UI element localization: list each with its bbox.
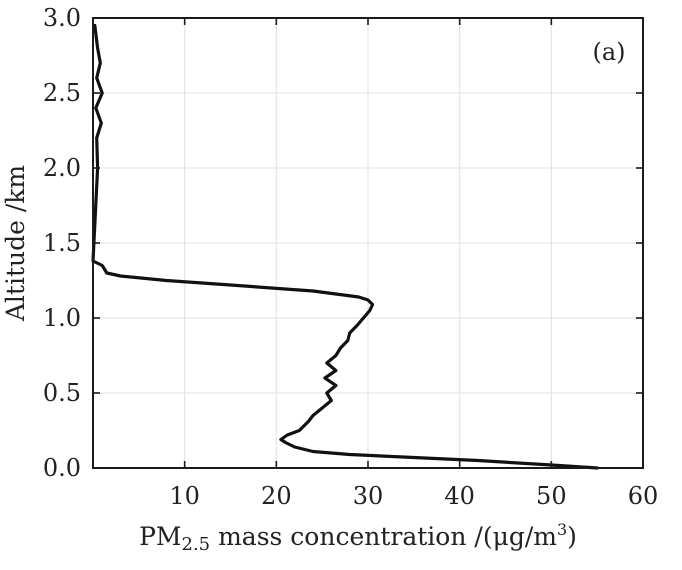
x-tick-label: 40 — [444, 482, 475, 510]
x-axis-title-sup: 3 — [557, 520, 567, 539]
x-axis-title: PM2.5 mass concentration /(μg/m3) — [139, 520, 577, 555]
tick-labels: 10 20 30 40 50 60 0.0 0.5 1.0 1.5 2.0 2.5 3.0 — [43, 4, 658, 510]
x-tick-label: 60 — [628, 482, 659, 510]
y-tick-label: 0.5 — [43, 379, 81, 407]
y-tick-label: 1.0 — [43, 304, 81, 332]
x-tick-label: 30 — [353, 482, 384, 510]
x-axis-title-post: ) — [567, 522, 577, 551]
x-tick-label: 20 — [261, 482, 292, 510]
x-axis-title-mid: mass concentration /(μg/m — [210, 522, 557, 551]
y-tick-label: 1.5 — [43, 229, 81, 257]
x-tick-label: 10 — [169, 482, 200, 510]
x-tick-label: 50 — [536, 482, 567, 510]
y-tick-label: 2.5 — [43, 79, 81, 107]
axis-ticks — [93, 17, 644, 469]
series-line — [91, 23, 599, 470]
panel-label: (a) — [592, 38, 625, 66]
y-tick-label: 0.0 — [43, 454, 81, 482]
y-tick-label: 2.0 — [43, 154, 81, 182]
y-tick-label: 3.0 — [43, 4, 81, 32]
y-axis-title: Altitude /km — [1, 165, 30, 323]
grid-lines — [93, 18, 643, 468]
x-axis-title-pre: PM — [139, 522, 181, 551]
x-axis-title-sub: 2.5 — [182, 534, 211, 555]
